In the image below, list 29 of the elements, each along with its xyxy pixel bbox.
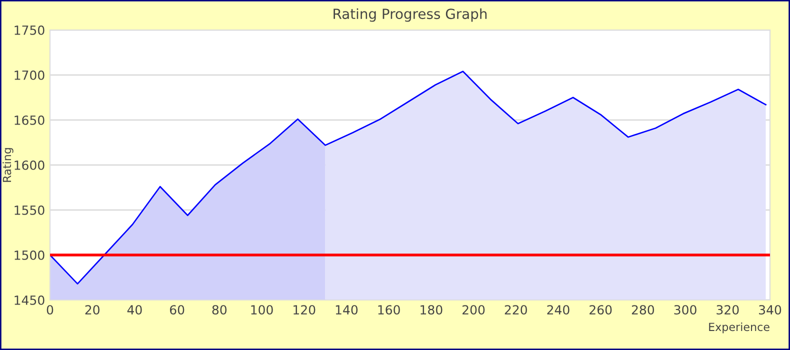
x-tick-label: 340 <box>759 305 782 315</box>
x-tick-label: 220 <box>504 305 527 315</box>
x-tick-label: 260 <box>590 305 612 315</box>
line-series <box>50 70 766 284</box>
y-tick-label: 1700 <box>14 70 44 80</box>
x-tick-label: 60 <box>170 305 184 315</box>
x-tick-label: 240 <box>547 305 570 315</box>
x-tick-label: 300 <box>674 305 696 315</box>
x-tick-label: 40 <box>127 305 142 315</box>
x-tick-label: 20 <box>85 305 100 315</box>
y-axis-title: Rating <box>2 148 14 182</box>
y-tick-label: 1500 <box>14 250 44 260</box>
y-tick-label: 1550 <box>14 205 44 215</box>
y-tick-label: 1750 <box>14 25 44 35</box>
chart-title: Rating Progress Graph <box>334 8 487 22</box>
x-tick-label: 80 <box>212 305 227 315</box>
x-tick-label: 120 <box>294 305 316 315</box>
x-tick-label: 0 <box>46 305 54 315</box>
x-tick-label: 200 <box>462 305 485 315</box>
x-axis-title: Experience <box>709 322 770 334</box>
y-tick-label: 1650 <box>14 115 44 125</box>
x-tick-label: 100 <box>251 305 273 315</box>
x-tick-label: 180 <box>420 305 442 315</box>
x-tick-label: 140 <box>336 305 358 315</box>
x-tick-label: 280 <box>632 305 654 315</box>
y-tick-label: 1600 <box>14 160 44 170</box>
y-tick-label: 1450 <box>14 295 44 305</box>
x-tick-label: 320 <box>716 305 739 315</box>
x-tick-label: 160 <box>378 305 400 315</box>
